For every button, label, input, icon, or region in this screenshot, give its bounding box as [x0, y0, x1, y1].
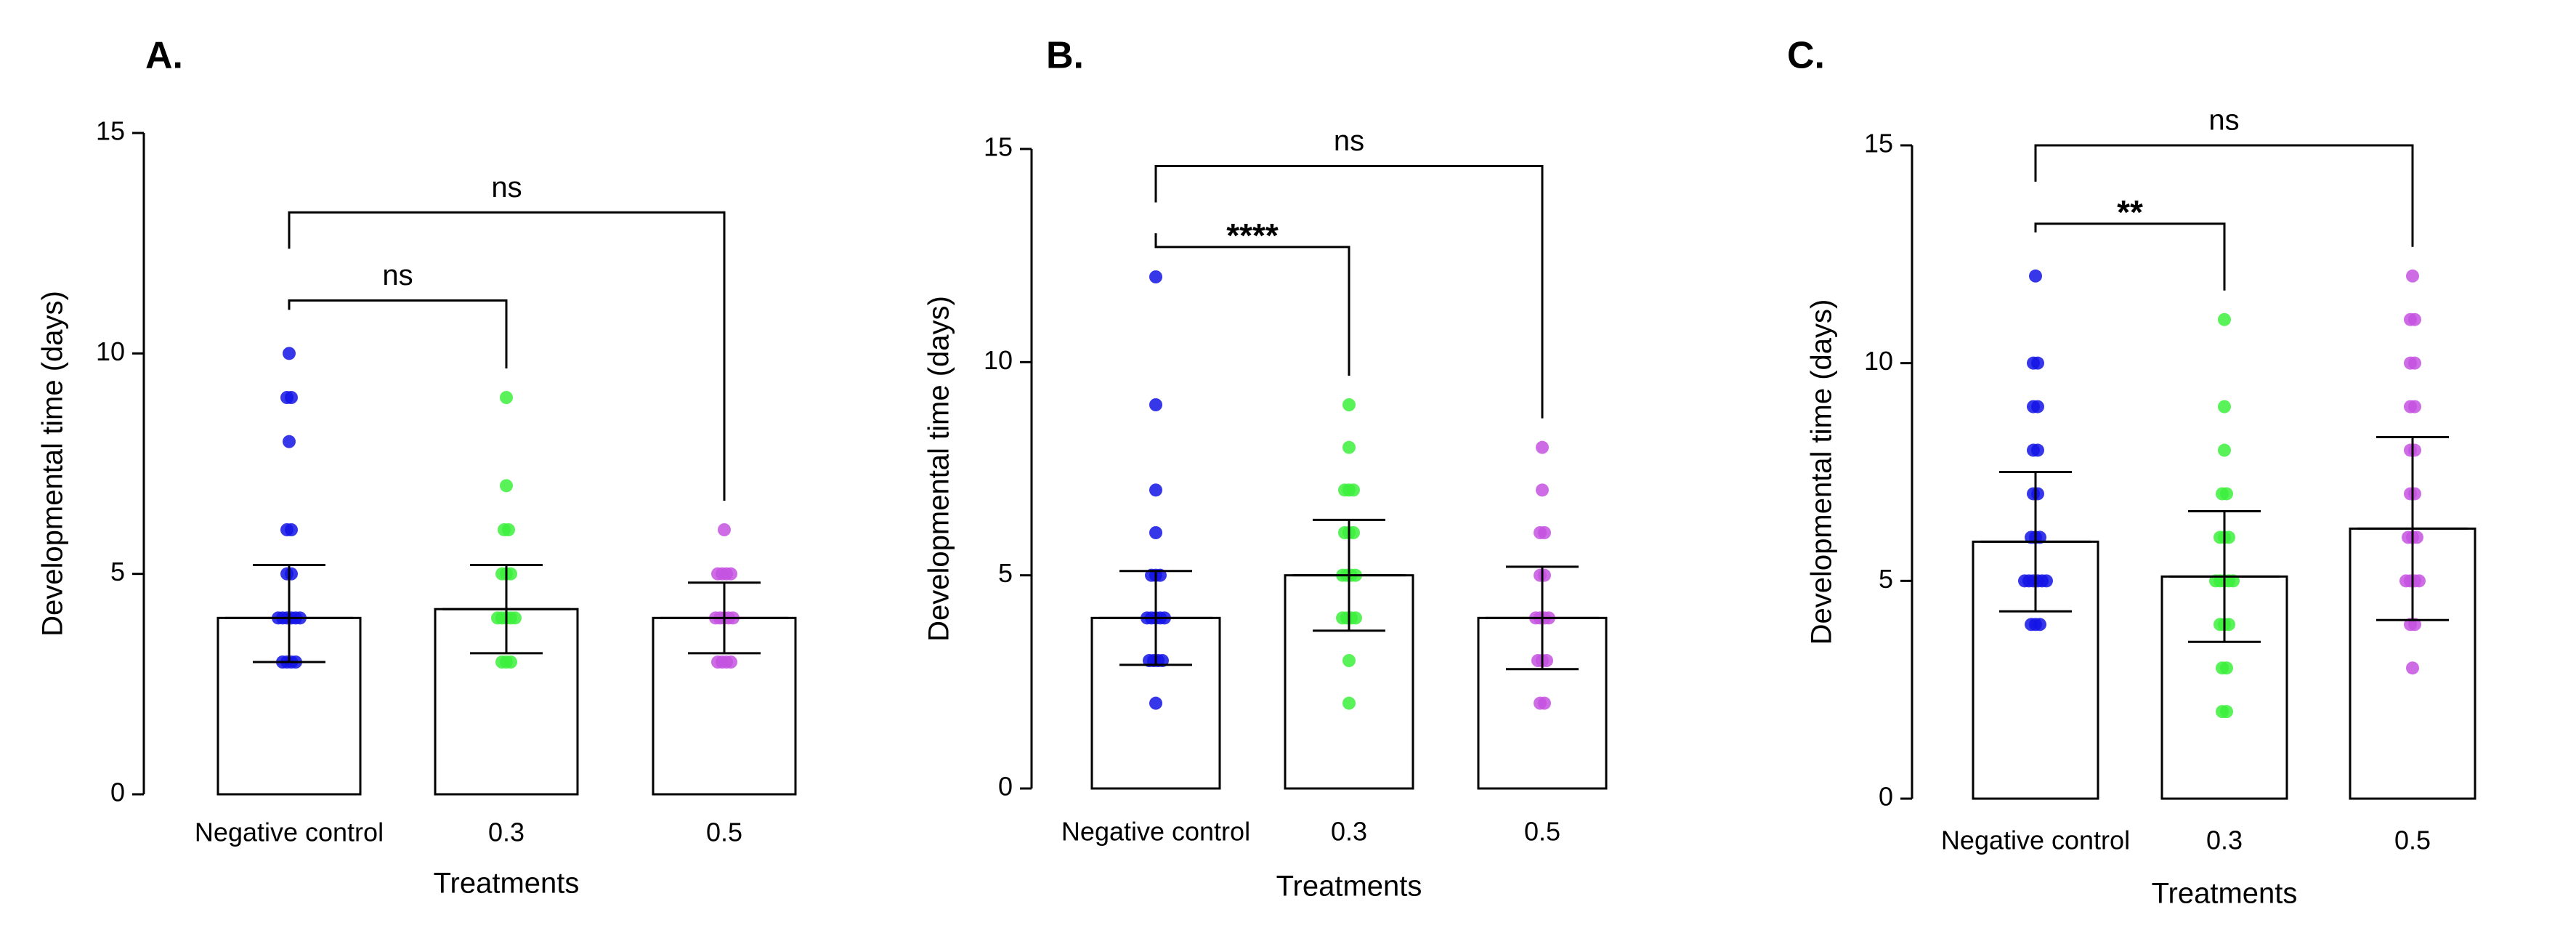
- significance-label: **: [2117, 193, 2143, 231]
- data-point: [2031, 356, 2044, 370]
- x-axis-title: Treatments: [1276, 871, 1422, 903]
- significance-bracket: [1154, 233, 1350, 376]
- data-point: [2033, 618, 2046, 632]
- x-tick-label: 0.5: [1524, 817, 1560, 847]
- panel-c: C. 0 5 10 15 Developmental time (days) Negativ…: [1787, 35, 2476, 910]
- data-point: [2408, 356, 2421, 370]
- x-tick-label: Negative control: [1941, 826, 2130, 855]
- panel-a: A. 0 5 10 15 Developmental time (days) Negativ…: [37, 35, 797, 900]
- data-point: [285, 523, 298, 536]
- significance-label: ns: [491, 172, 522, 203]
- y-tick-label: 0: [110, 778, 125, 807]
- data-point: [1342, 696, 1356, 710]
- data-point: [500, 391, 513, 404]
- x-tick-label: 0.3: [1331, 817, 1367, 847]
- significance-bracket: [288, 211, 726, 501]
- data-point: [1149, 526, 1162, 539]
- data-point: [1342, 440, 1356, 454]
- data-point: [509, 611, 522, 625]
- data-point: [2220, 705, 2233, 719]
- data-point: [283, 435, 296, 448]
- data-point: [2408, 487, 2421, 501]
- data-point: [2040, 574, 2053, 588]
- y-tick-label: 15: [96, 116, 125, 146]
- panel-b: B. 0 5 10 15 Developmental time (days) Negativ…: [923, 35, 1608, 903]
- significance-bracket: [1154, 164, 1544, 419]
- x-tick-label: 0.5: [706, 818, 742, 847]
- significance-label: ****: [1226, 217, 1279, 254]
- data-point: [500, 479, 513, 493]
- x-tick-label: 0.3: [488, 818, 524, 847]
- data-point: [2218, 312, 2231, 326]
- data-point: [2029, 269, 2042, 283]
- data-point: [1538, 568, 1551, 582]
- data-point: [1536, 483, 1549, 497]
- data-point: [718, 523, 731, 536]
- y-tick-label: 5: [1879, 564, 1893, 594]
- data-point: [1347, 483, 1360, 497]
- data-point: [2218, 400, 2231, 413]
- data-point: [285, 391, 298, 404]
- data-point: [285, 567, 298, 581]
- x-tick-label: Negative control: [1061, 817, 1250, 847]
- data-point: [1538, 696, 1551, 710]
- y-tick-label: 10: [1864, 346, 1893, 376]
- y-tick-label: 15: [984, 132, 1013, 162]
- data-point: [724, 655, 737, 669]
- significance-bracket: [2034, 144, 2414, 247]
- data-point: [502, 523, 515, 536]
- y-tick-label: 0: [998, 772, 1013, 802]
- data-point: [1149, 483, 1162, 497]
- data-point: [1538, 526, 1551, 539]
- data-point: [1349, 611, 1362, 625]
- y-tick-label: 15: [1864, 129, 1893, 158]
- data-point: [1149, 270, 1162, 283]
- data-point: [1342, 654, 1356, 667]
- y-tick-label: 10: [96, 336, 125, 366]
- data-point: [2220, 487, 2233, 501]
- data-point: [2413, 574, 2426, 588]
- data-point: [283, 347, 296, 360]
- y-axis-title: Developmental time (days): [37, 291, 69, 637]
- data-point: [2406, 661, 2419, 675]
- data-point: [2406, 269, 2419, 283]
- data-point: [1536, 440, 1549, 454]
- x-axis-title: Treatments: [2152, 878, 2298, 910]
- x-tick-label: Negative control: [195, 818, 384, 847]
- significance-bracket: [288, 299, 508, 368]
- y-tick-label: 5: [110, 557, 125, 586]
- data-point: [2408, 443, 2421, 457]
- data-point: [2408, 312, 2421, 326]
- x-tick-label: 0.5: [2394, 826, 2431, 855]
- data-point: [2220, 661, 2233, 675]
- y-axis-title: Developmental time (days): [923, 296, 955, 642]
- x-axis-title: Treatments: [434, 868, 580, 900]
- y-tick-label: 10: [984, 345, 1013, 375]
- significance-bracket: [2034, 222, 2226, 291]
- data-point: [2031, 487, 2044, 501]
- y-axis-title: Developmental time (days): [1806, 299, 1838, 645]
- data-point: [2031, 400, 2044, 413]
- significance-label: ns: [1334, 125, 1364, 157]
- significance-label: ns: [2208, 105, 2239, 137]
- panel-label: B.: [1046, 35, 1084, 77]
- data-point: [2218, 443, 2231, 457]
- data-point: [1149, 696, 1162, 710]
- y-tick-label: 0: [1879, 782, 1893, 812]
- panel-label: A.: [145, 35, 183, 77]
- y-tick-label: 5: [998, 558, 1013, 588]
- data-point: [2031, 443, 2044, 457]
- data-point: [504, 655, 517, 669]
- data-point: [1149, 398, 1162, 411]
- data-point: [2408, 400, 2421, 413]
- data-point: [724, 567, 737, 581]
- data-point: [1342, 398, 1356, 411]
- panel-label: C.: [1787, 35, 1825, 77]
- x-tick-label: 0.3: [2206, 826, 2243, 855]
- significance-label: ns: [382, 259, 413, 291]
